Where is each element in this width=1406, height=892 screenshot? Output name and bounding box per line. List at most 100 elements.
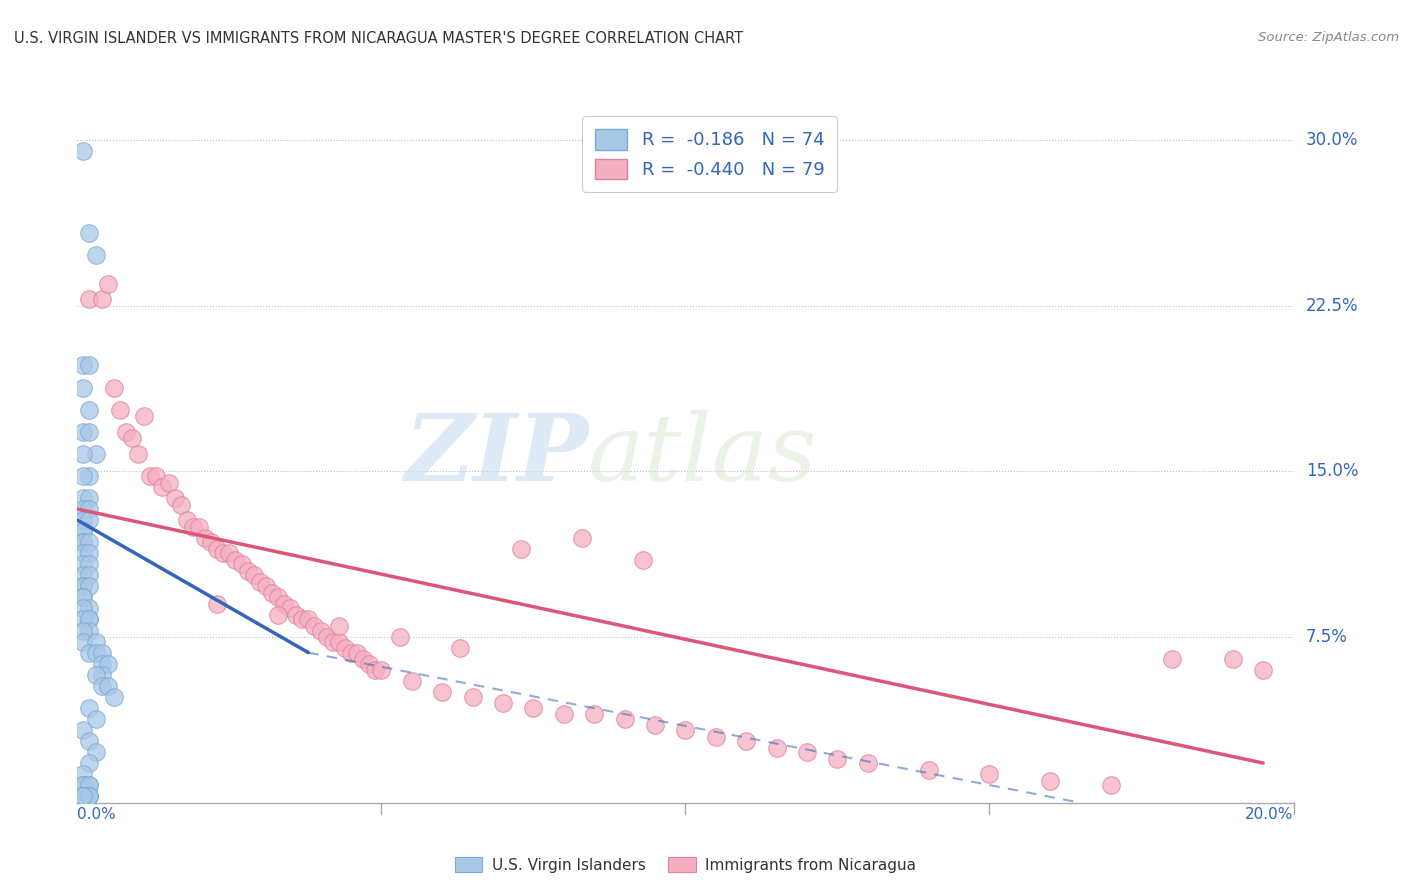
Point (72, 634, 94, 648)
Point (72, 568, 94, 582)
Point (827, 751, 849, 765)
Point (79, 425, 101, 439)
Point (1222, 652, 1244, 666)
Point (72, 624, 94, 638)
Text: 7.5%: 7.5% (1306, 628, 1347, 646)
Point (72, 425, 94, 439)
Point (103, 690, 125, 704)
Point (224, 553, 246, 567)
Point (340, 646, 363, 660)
Point (72, 591, 94, 605)
Point (72, 546, 94, 560)
Point (97, 277, 120, 291)
Point (127, 447, 149, 461)
Point (461, 690, 484, 704)
Point (139, 469, 162, 483)
Point (328, 619, 350, 633)
Point (242, 568, 264, 582)
Point (553, 707, 575, 722)
Point (72, 558, 94, 572)
Point (72, 778, 94, 792)
Point (79, 734, 101, 748)
Point (84, 634, 107, 648)
Point (194, 531, 217, 545)
Point (364, 663, 387, 677)
Point (79, 778, 101, 792)
Point (856, 756, 879, 770)
Text: 15.0%: 15.0% (1306, 462, 1358, 481)
Point (79, 612, 101, 626)
Point (522, 701, 544, 715)
Point (401, 674, 423, 689)
Point (322, 634, 344, 648)
Point (675, 723, 697, 737)
Point (267, 608, 290, 623)
Point (84, 248, 107, 262)
Point (72, 789, 94, 804)
Text: 22.5%: 22.5% (1306, 297, 1358, 315)
Point (72, 723, 94, 737)
Text: U.S. VIRGIN ISLANDER VS IMMIGRANTS FROM NICARAGUA MASTER'S DEGREE CORRELATION CH: U.S. VIRGIN ISLANDER VS IMMIGRANTS FROM … (14, 31, 744, 46)
Point (170, 498, 193, 512)
Text: 30.0%: 30.0% (1306, 131, 1358, 149)
Point (90, 679, 112, 693)
Point (134, 409, 156, 424)
Point (72, 767, 94, 781)
Point (328, 634, 350, 648)
Text: 0.0%: 0.0% (77, 807, 117, 822)
Point (79, 558, 101, 572)
Point (212, 546, 235, 560)
Point (79, 601, 101, 615)
Point (84, 745, 107, 759)
Point (79, 624, 101, 638)
Point (79, 491, 101, 505)
Point (309, 624, 332, 638)
Point (200, 535, 222, 549)
Text: Source: ZipAtlas.com: Source: ZipAtlas.com (1258, 31, 1399, 45)
Point (90, 657, 112, 671)
Point (79, 612, 101, 626)
Point (613, 712, 636, 726)
Point (359, 657, 381, 671)
Point (79, 359, 101, 373)
Point (79, 579, 101, 593)
Point (510, 541, 533, 556)
Point (273, 597, 295, 611)
Point (254, 579, 277, 593)
Point (72, 535, 94, 549)
Point (370, 663, 392, 677)
Point (79, 789, 101, 804)
Point (72, 789, 94, 804)
Point (84, 712, 107, 726)
Point (704, 730, 727, 744)
Point (79, 789, 101, 804)
Point (72, 579, 94, 593)
Point (72, 145, 94, 159)
Point (90, 667, 112, 681)
Point (918, 763, 941, 777)
Point (79, 469, 101, 483)
Point (72, 513, 94, 527)
Point (72, 579, 94, 593)
Point (72, 601, 94, 615)
Point (79, 535, 101, 549)
Point (72, 591, 94, 605)
Point (979, 767, 1001, 781)
Point (72, 491, 94, 505)
Point (79, 513, 101, 527)
Point (249, 574, 271, 589)
Point (72, 789, 94, 804)
Point (205, 597, 228, 611)
Point (735, 734, 758, 748)
Point (97, 657, 120, 671)
Point (1251, 663, 1274, 677)
Point (278, 601, 301, 615)
Point (72, 524, 94, 538)
Point (79, 502, 101, 516)
Point (97, 679, 120, 693)
Point (218, 546, 240, 560)
Point (291, 612, 314, 626)
Point (72, 502, 94, 516)
Point (79, 292, 101, 306)
Point (79, 568, 101, 582)
